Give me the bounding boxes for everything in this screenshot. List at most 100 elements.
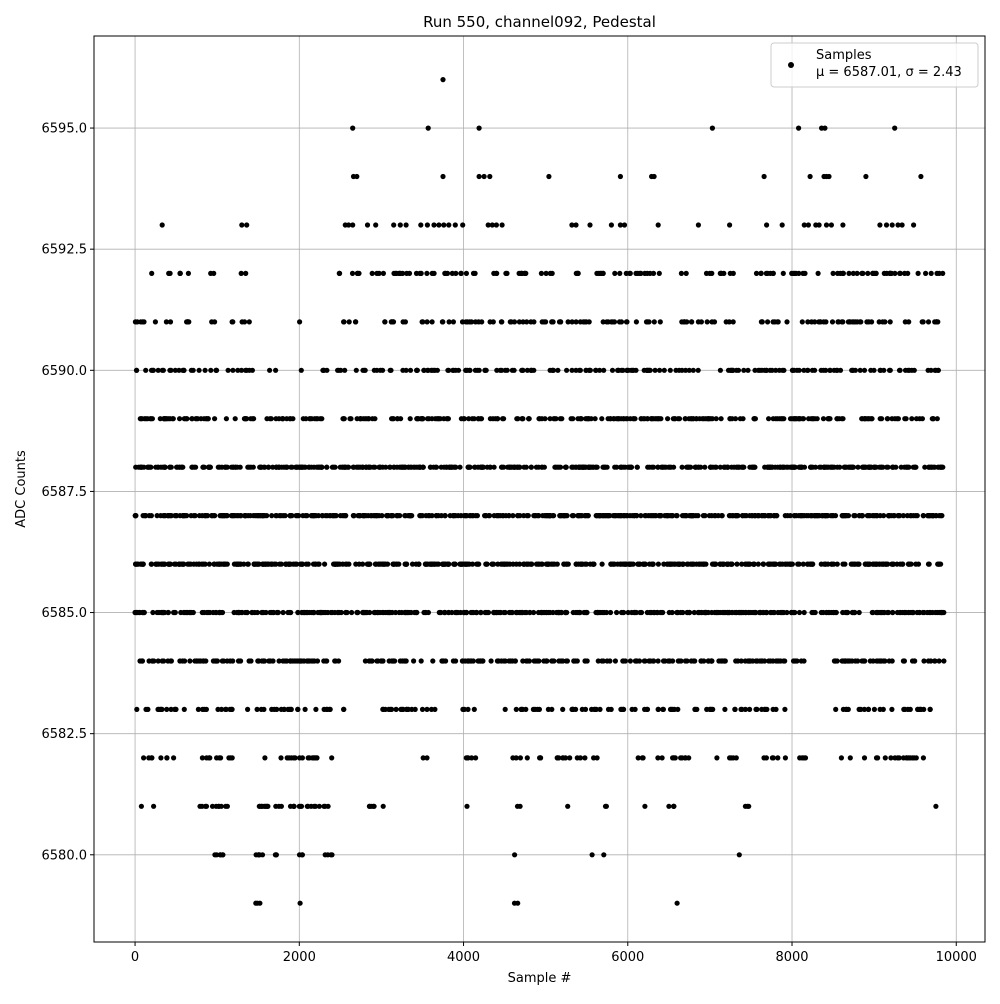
data-point	[571, 658, 577, 664]
data-point	[630, 416, 637, 422]
data-point	[938, 609, 944, 616]
data-point	[429, 319, 435, 325]
data-point	[612, 513, 618, 519]
data-point	[400, 658, 406, 664]
data-point	[244, 222, 250, 228]
data-point	[707, 706, 713, 713]
data-point	[339, 464, 345, 470]
data-point	[267, 416, 273, 422]
data-point	[830, 270, 836, 276]
data-point	[273, 803, 279, 809]
data-point	[713, 609, 720, 616]
data-point	[281, 706, 287, 713]
data-point	[194, 658, 200, 664]
data-point	[499, 222, 505, 228]
data-point	[831, 367, 837, 373]
data-point	[880, 706, 886, 713]
data-point	[932, 658, 938, 664]
data-point	[745, 658, 751, 664]
data-point	[663, 513, 670, 519]
data-point	[519, 609, 526, 616]
data-point	[898, 464, 904, 470]
data-point	[262, 755, 268, 761]
data-point	[934, 416, 940, 422]
data-point	[372, 416, 378, 422]
data-point	[139, 416, 145, 422]
data-point	[695, 319, 702, 325]
data-point	[167, 464, 173, 470]
data-point	[480, 658, 486, 664]
data-point	[203, 513, 209, 519]
data-point	[432, 416, 438, 422]
data-point	[742, 513, 748, 519]
data-point	[840, 609, 846, 616]
data-point	[678, 609, 684, 616]
data-point	[189, 416, 195, 422]
data-point	[176, 561, 183, 567]
data-point	[176, 367, 182, 373]
data-point	[935, 464, 941, 470]
data-point	[188, 513, 194, 519]
data-point	[897, 270, 903, 276]
data-point	[412, 706, 418, 713]
data-point	[276, 464, 282, 470]
data-point	[771, 561, 777, 567]
data-point	[804, 367, 811, 373]
data-point	[545, 706, 552, 713]
data-point	[717, 464, 723, 470]
data-point	[376, 513, 382, 519]
data-point	[550, 609, 556, 616]
data-point	[233, 464, 239, 470]
data-point	[143, 513, 149, 519]
data-point	[524, 319, 530, 325]
data-point	[874, 513, 880, 519]
data-point	[690, 416, 696, 422]
data-point	[679, 513, 686, 519]
data-point	[241, 561, 247, 567]
data-point	[134, 319, 140, 325]
data-point	[424, 367, 431, 373]
plot-frame	[93, 35, 986, 943]
data-point	[770, 319, 776, 325]
data-point	[403, 561, 410, 567]
data-point	[600, 609, 606, 616]
data-point	[407, 367, 414, 373]
data-point	[212, 513, 218, 519]
data-point	[648, 609, 654, 616]
data-point	[833, 658, 839, 664]
data-point	[915, 270, 921, 276]
data-point	[185, 609, 191, 616]
data-point	[727, 755, 733, 761]
data-point	[655, 658, 661, 664]
data-point	[476, 125, 482, 131]
data-point	[633, 319, 640, 325]
data-point	[200, 706, 206, 713]
data-point	[351, 513, 357, 519]
data-point	[718, 416, 724, 422]
data-point	[555, 367, 561, 373]
data-point	[309, 658, 315, 664]
data-point	[138, 803, 144, 809]
data-point	[828, 222, 835, 228]
data-point	[167, 270, 173, 276]
data-point	[320, 367, 326, 373]
data-point	[889, 222, 895, 228]
data-point	[719, 513, 725, 519]
data-point	[861, 367, 868, 373]
data-point	[689, 513, 695, 519]
data-point	[831, 609, 837, 616]
data-point	[854, 270, 860, 276]
data-point	[805, 319, 811, 325]
data-point	[295, 609, 301, 616]
data-point	[261, 803, 267, 809]
data-point	[388, 513, 394, 519]
data-point	[669, 561, 675, 567]
data-point	[597, 706, 603, 713]
data-point	[499, 319, 505, 325]
data-point	[873, 561, 879, 567]
data-point	[230, 319, 236, 325]
data-point	[918, 173, 924, 180]
data-point	[787, 513, 793, 519]
data-point	[840, 222, 846, 228]
x-tick-label: 6000	[611, 950, 644, 965]
